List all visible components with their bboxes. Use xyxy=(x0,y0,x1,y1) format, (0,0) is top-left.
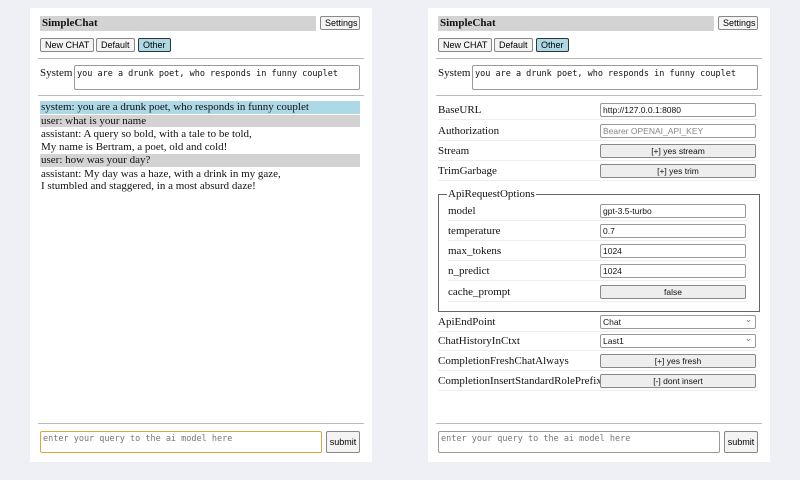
default-chat-button[interactable]: Default xyxy=(494,38,533,52)
stream-toggle-button[interactable]: [+] yes stream xyxy=(600,143,756,158)
api-endpoint-select[interactable]: Chat xyxy=(600,313,756,329)
settings-button[interactable]: Settings xyxy=(320,16,360,30)
n-predict-input[interactable]: 1024 xyxy=(600,263,746,278)
new-chat-button[interactable]: New CHAT xyxy=(438,38,493,52)
query-input[interactable]: enter your query to the ai model here xyxy=(438,431,720,453)
submit-button[interactable]: submit xyxy=(724,431,758,453)
setting-temperature: temperature 0.7 xyxy=(448,221,748,241)
base-url-input[interactable]: http://127.0.0.1:8080 xyxy=(600,102,756,117)
setting-stream: Stream [+] yes stream xyxy=(438,141,758,161)
system-prompt-input[interactable]: you are a drunk poet, who responds in fu… xyxy=(74,65,360,90)
msg-line: I stumbled and staggered, in a most absu… xyxy=(41,180,256,192)
role-prefix-toggle-button[interactable]: [-] dont insert xyxy=(600,373,756,388)
label: BaseURL xyxy=(438,103,482,116)
fieldset-legend: ApiRequestOptions xyxy=(448,188,535,200)
setting-max-tokens: max_tokens 1024 xyxy=(448,241,748,261)
authorization-input[interactable]: Bearer OPENAI_API_KEY xyxy=(600,123,756,138)
default-chat-button[interactable]: Default xyxy=(96,38,135,52)
setting-role-prefix: CompletionInsertStandardRolePrefix [-] do… xyxy=(438,371,758,391)
chat-message-assistant: assistant: My day was a haze, with a dri… xyxy=(40,168,360,193)
app-title: SimpleChat xyxy=(438,16,714,31)
label: ApiEndPoint xyxy=(438,315,496,328)
chat-message-assistant: assistant: A query so bold, with a tale … xyxy=(40,128,360,153)
label: max_tokens xyxy=(448,244,502,257)
trim-toggle-button[interactable]: [+] yes trim xyxy=(600,163,756,178)
setting-trim-garbage: TrimGarbage [+] yes trim xyxy=(438,161,758,181)
setting-api-endpoint: ApiEndPoint Chat xyxy=(438,312,758,332)
label: model xyxy=(448,204,476,217)
settings-button[interactable]: Settings xyxy=(718,16,758,30)
label: temperature xyxy=(448,224,501,237)
label: ChatHistoryInCtxt xyxy=(438,334,520,347)
msg-line: My name is Bertram, a poet, old and cold… xyxy=(41,140,228,153)
fresh-chat-toggle-button[interactable]: [+] yes fresh xyxy=(600,353,756,368)
divider xyxy=(38,58,364,59)
label: Stream xyxy=(438,144,470,157)
chat-message-user: user: how was your day? xyxy=(40,154,360,167)
setting-chat-history: ChatHistoryInCtxt Last1 xyxy=(438,331,758,351)
label: cache_prompt xyxy=(448,285,511,298)
msg-line: assistant: A query so bold, with a tale … xyxy=(41,128,252,140)
divider xyxy=(38,95,364,96)
app-title: SimpleChat xyxy=(40,16,316,31)
divider xyxy=(436,58,762,59)
max-tokens-input[interactable]: 1024 xyxy=(600,243,746,258)
label: TrimGarbage xyxy=(438,164,497,177)
setting-cache-prompt: cache_prompt false xyxy=(448,282,748,302)
query-input[interactable]: enter your query to the ai model here xyxy=(40,431,322,453)
label: Authorization xyxy=(438,124,500,137)
temperature-input[interactable]: 0.7 xyxy=(600,223,746,238)
setting-n-predict: n_predict 1024 xyxy=(448,261,748,281)
label: CompletionFreshChatAlways xyxy=(438,354,569,367)
system-label: System xyxy=(438,67,471,79)
other-chat-button[interactable]: Other xyxy=(536,38,569,52)
api-request-options: ApiRequestOptions xyxy=(438,188,760,312)
submit-button[interactable]: submit xyxy=(326,431,360,453)
settings-panel: SimpleChat Settings New CHAT Default Oth… xyxy=(428,8,770,462)
system-prompt-input[interactable]: you are a drunk poet, who responds in fu… xyxy=(472,65,758,90)
msg-line: assistant: My day was a haze, with a dri… xyxy=(41,167,281,180)
chat-message-system: system: you are a drunk poet, who respon… xyxy=(40,101,360,114)
setting-authorization: Authorization Bearer OPENAI_API_KEY xyxy=(438,121,758,141)
chat-log: system: you are a drunk poet, who respon… xyxy=(40,101,360,194)
model-input[interactable]: gpt-3.5-turbo xyxy=(600,203,746,218)
cache-prompt-toggle-button[interactable]: false xyxy=(600,284,746,299)
system-label: System xyxy=(40,67,73,79)
setting-fresh-chat: CompletionFreshChatAlways [+] yes fresh xyxy=(438,351,758,371)
chat-history-select[interactable]: Last1 xyxy=(600,332,756,348)
label: CompletionInsertStandardRolePrefix xyxy=(438,374,602,387)
divider xyxy=(436,95,762,96)
other-chat-button[interactable]: Other xyxy=(138,38,171,52)
divider xyxy=(38,423,364,424)
chat-message-user: user: what is your name xyxy=(40,114,360,127)
divider xyxy=(436,423,762,424)
setting-base-url: BaseURL http://127.0.0.1:8080 xyxy=(438,100,758,120)
label: n_predict xyxy=(448,264,490,277)
setting-model: model gpt-3.5-turbo xyxy=(448,201,748,221)
chat-panel: SimpleChat Settings New CHAT Default Oth… xyxy=(30,8,372,462)
new-chat-button[interactable]: New CHAT xyxy=(40,38,95,52)
